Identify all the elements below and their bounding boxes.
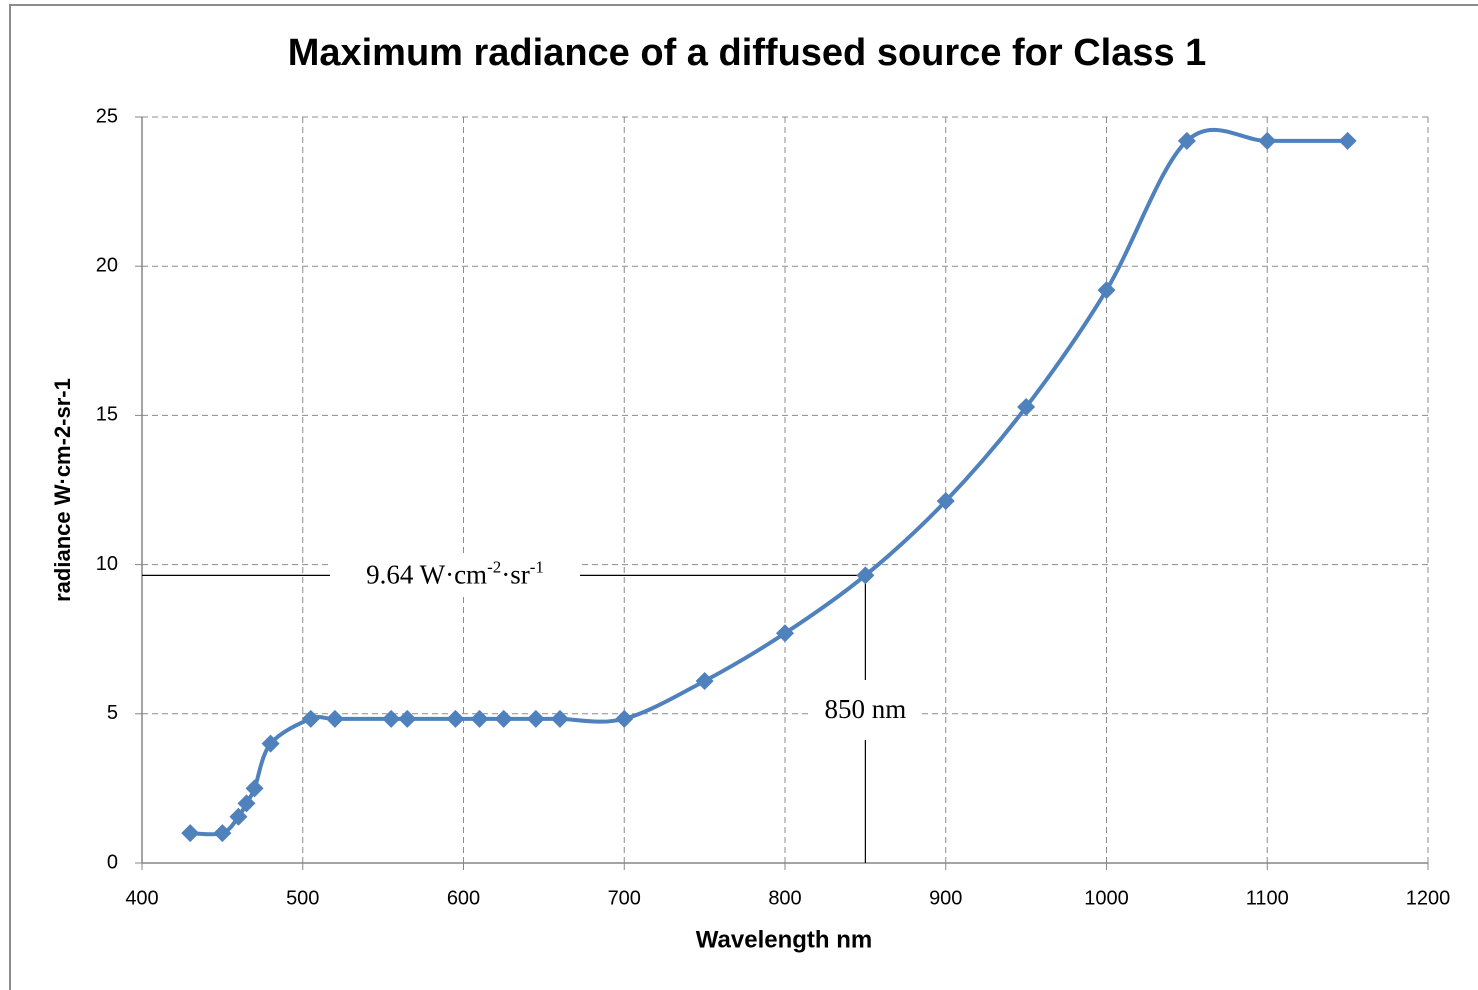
y-tick-label: 25 bbox=[96, 105, 118, 127]
annotation-label-part: ·sr bbox=[501, 560, 530, 590]
data-point bbox=[776, 624, 794, 643]
x-tick-label: 400 bbox=[125, 887, 158, 909]
x-axis-label: Wavelength nm bbox=[696, 926, 872, 953]
data-point bbox=[695, 671, 714, 690]
y-axis-label: radiance W·cm-2-sr-1 bbox=[50, 378, 75, 602]
annotation-label-part: -1 bbox=[530, 557, 544, 576]
x-tick-label: 500 bbox=[286, 887, 319, 909]
chart-frame bbox=[9, 4, 1478, 990]
annotation-label-part: 9.64 W·cm bbox=[366, 560, 487, 590]
x-tick-label: 1200 bbox=[1406, 887, 1451, 909]
data-point bbox=[446, 709, 465, 728]
x-tick-label: 600 bbox=[447, 887, 480, 909]
data-point bbox=[301, 709, 320, 728]
data-point bbox=[1338, 131, 1357, 150]
data-point bbox=[237, 794, 256, 813]
data-point bbox=[470, 709, 489, 728]
data-point bbox=[1097, 281, 1116, 300]
data-point bbox=[550, 709, 569, 728]
x-tick-label: 1000 bbox=[1084, 887, 1129, 909]
data-point bbox=[382, 709, 401, 728]
data-point bbox=[398, 709, 417, 728]
annotation-vline-label: 850 nm bbox=[824, 694, 906, 724]
data-point bbox=[1177, 131, 1196, 150]
data-point bbox=[213, 824, 232, 843]
x-tick-label: 700 bbox=[608, 887, 641, 909]
y-tick-label: 5 bbox=[107, 702, 118, 724]
data-point bbox=[325, 709, 344, 728]
data-point bbox=[229, 807, 248, 826]
x-tick-label: 900 bbox=[929, 887, 962, 909]
annotation-hline-label: 9.64 W·cm-2·sr-1 bbox=[366, 557, 544, 589]
annotation-label-bg bbox=[810, 680, 921, 740]
data-point bbox=[1017, 398, 1036, 417]
annotation-label-part: -2 bbox=[487, 557, 501, 576]
data-point bbox=[936, 492, 955, 511]
y-tick-label: 0 bbox=[107, 851, 118, 873]
data-point bbox=[526, 709, 545, 728]
data-point bbox=[1258, 131, 1277, 150]
data-point bbox=[261, 734, 280, 753]
data-point bbox=[245, 779, 264, 798]
data-point bbox=[181, 824, 200, 843]
annotation-label-bg bbox=[330, 553, 580, 594]
data-point bbox=[494, 709, 513, 728]
y-tick-label: 10 bbox=[96, 553, 118, 575]
x-tick-label: 1100 bbox=[1246, 887, 1289, 909]
x-tick-label: 800 bbox=[768, 887, 801, 909]
data-point bbox=[856, 566, 875, 585]
y-tick-label: 15 bbox=[96, 404, 118, 426]
chart-title: Maximum radiance of a diffused source fo… bbox=[288, 32, 1207, 74]
y-tick-label: 20 bbox=[96, 254, 118, 276]
data-point bbox=[615, 709, 634, 728]
